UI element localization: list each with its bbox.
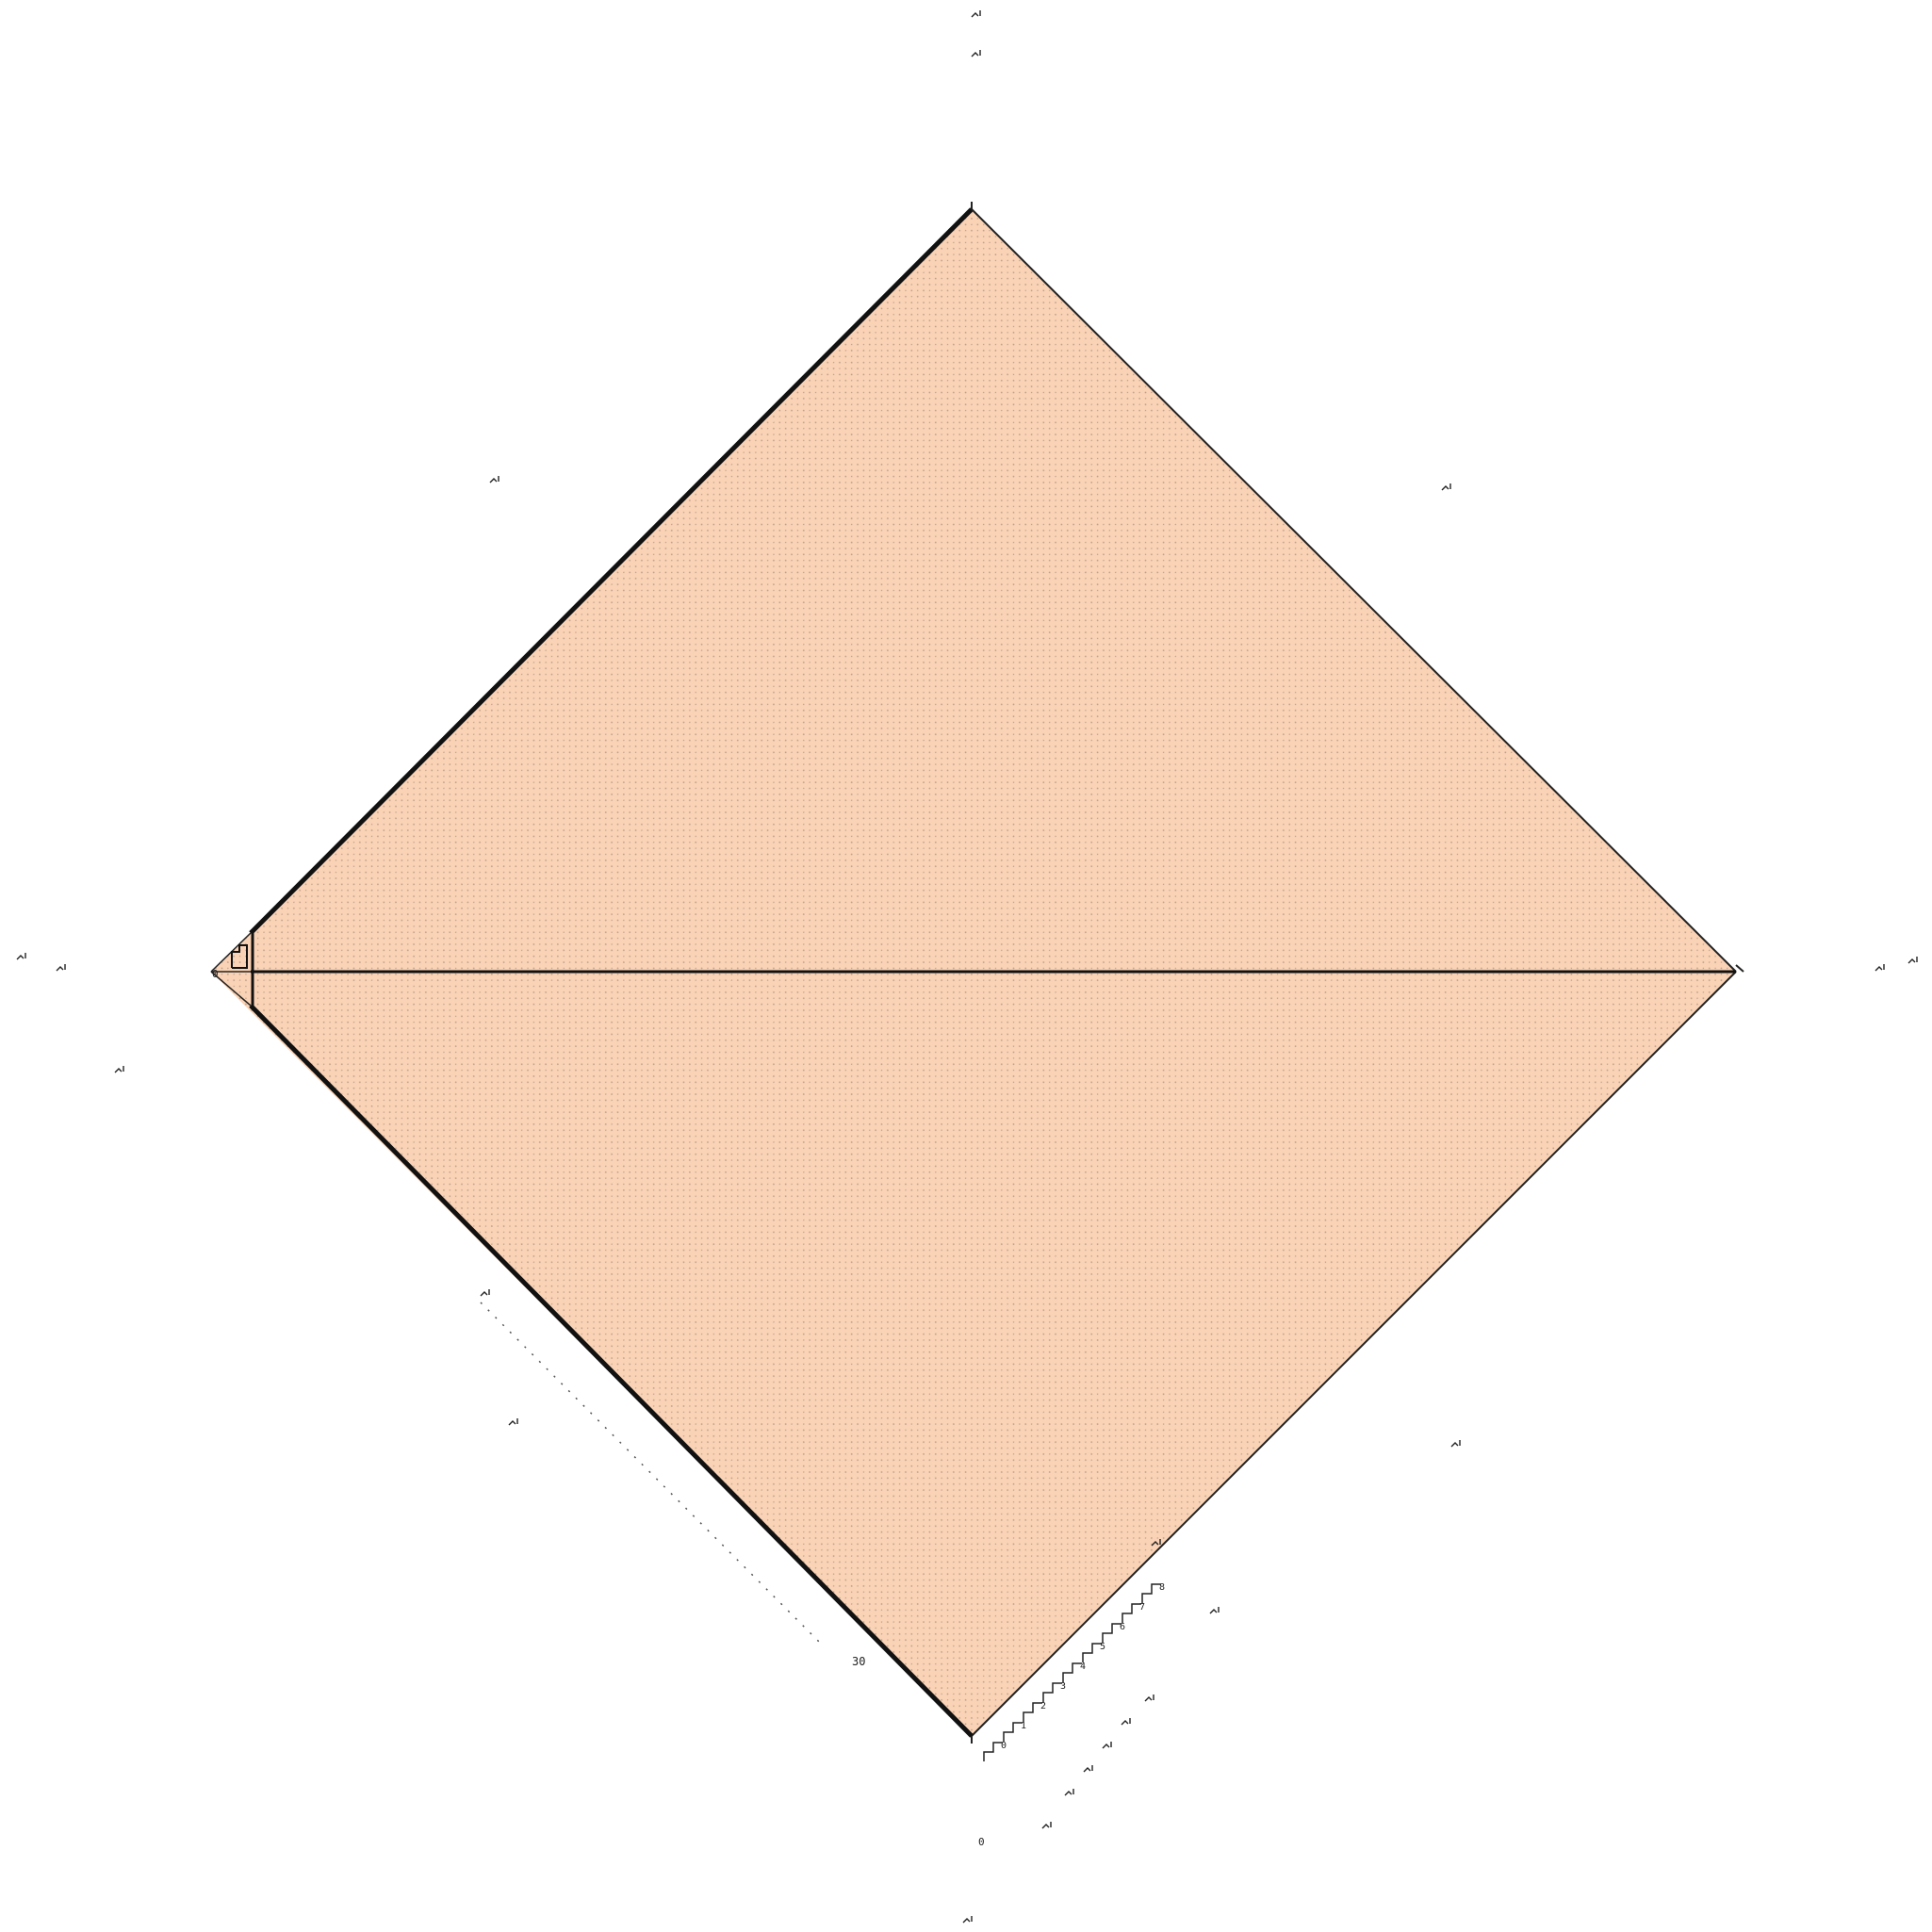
stray-mark — [1041, 1822, 1052, 1829]
stray-mark — [1907, 957, 1918, 964]
ladder-step — [1082, 1643, 1102, 1662]
edge-lower-right — [971, 971, 1737, 1737]
stray-mark — [1083, 1765, 1093, 1773]
stray-mark — [1441, 483, 1451, 491]
stray-mark — [508, 1418, 518, 1426]
stray-mark — [1102, 1742, 1112, 1749]
stray-mark — [489, 476, 499, 483]
stray-mark — [16, 953, 26, 960]
stray-mark — [1144, 1695, 1154, 1702]
right-vertex-tick — [1735, 964, 1744, 973]
ladder-step — [983, 1742, 1003, 1761]
ladder-step — [1042, 1682, 1062, 1702]
bottom-axis-zero: 0 — [978, 1836, 985, 1848]
ladder-tick-label: 3 — [1060, 1681, 1066, 1692]
ladder-tick-label: 5 — [1100, 1642, 1105, 1652]
lower-left-mark: 30 — [852, 1655, 865, 1668]
stray-mark — [1151, 1539, 1161, 1547]
ladder-step — [1141, 1583, 1161, 1603]
ladder-step — [1023, 1702, 1042, 1722]
dotted-guide-line — [480, 1302, 826, 1648]
stray-mark — [971, 50, 981, 57]
stray-mark — [1064, 1789, 1074, 1796]
stray-mark — [1875, 964, 1885, 972]
left-tip-step — [231, 944, 248, 969]
ladder-tick-label: 2 — [1040, 1701, 1046, 1711]
ladder-tick-label: 7 — [1139, 1602, 1145, 1613]
ladder-step — [1003, 1722, 1023, 1742]
ladder-tick-label: 0 — [1001, 1741, 1007, 1751]
rhombus-group — [210, 202, 1744, 1744]
stray-mark — [56, 964, 66, 972]
ladder-tick-label: 8 — [1159, 1582, 1165, 1593]
edge-lower-left — [249, 1004, 974, 1738]
ladder-step — [1062, 1662, 1082, 1682]
stray-mark — [114, 1066, 124, 1073]
ladder-tick-label: 1 — [1021, 1721, 1026, 1731]
edge-upper-right — [971, 208, 1737, 973]
stray-mark — [971, 10, 981, 18]
stray-mark — [480, 1289, 490, 1297]
stray-mark — [1450, 1440, 1461, 1448]
stray-mark — [962, 1916, 973, 1924]
stray-glyphs — [16, 10, 1918, 1924]
edge-tip-lower — [210, 971, 252, 1007]
ladder-step — [1102, 1623, 1122, 1643]
ladder-tick-label: 4 — [1080, 1662, 1086, 1672]
ladder-step — [1122, 1603, 1141, 1623]
ladder-ticks: 0 1 2 3 4 5 6 7 8 — [983, 1582, 1165, 1761]
stray-mark — [1209, 1607, 1220, 1614]
edge-upper-left — [249, 207, 974, 935]
ladder-tick-label: 6 — [1120, 1622, 1125, 1632]
stray-mark — [1121, 1718, 1131, 1726]
origin-mark: 0 — [212, 968, 219, 980]
